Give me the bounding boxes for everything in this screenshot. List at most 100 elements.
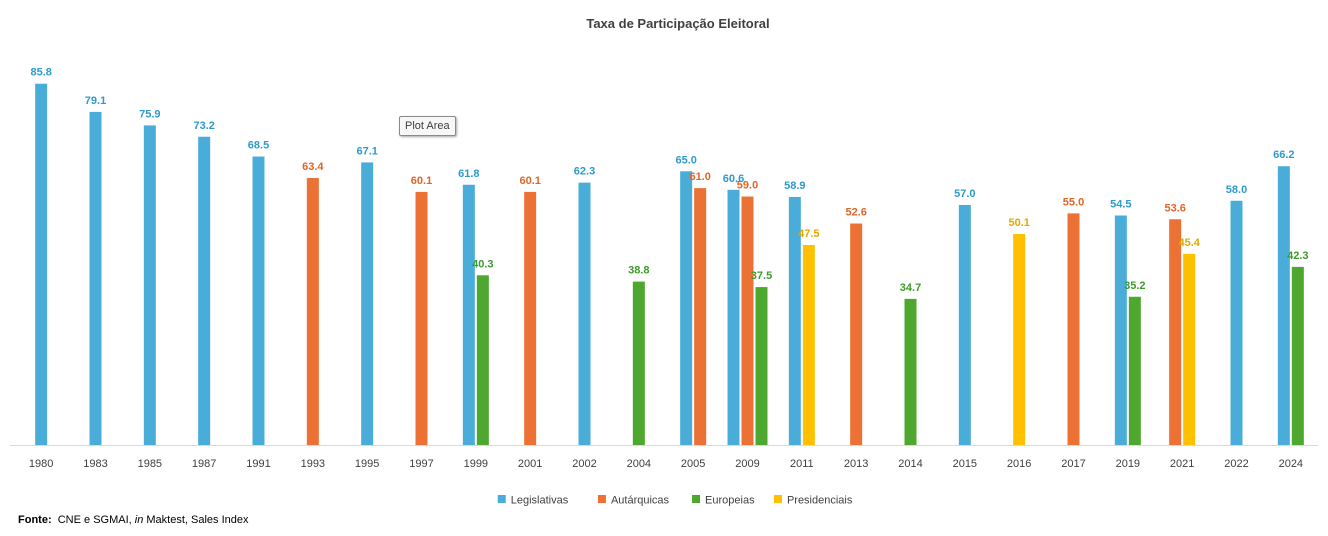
bar-legislativas-2005[interactable] <box>680 171 693 445</box>
data-label-autarquicas-2001: 60.1 <box>519 175 540 187</box>
source-italic: in <box>134 514 144 526</box>
data-label-legislativas-1999: 61.8 <box>458 168 479 180</box>
data-label-legislativas-1987: 73.2 <box>193 120 214 132</box>
bar-legislativas-1980[interactable] <box>35 83 48 445</box>
x-tick-1995: 1995 <box>355 458 379 470</box>
bar-legislativas-2024[interactable] <box>1277 166 1290 445</box>
bar-legislativas-2011[interactable] <box>788 196 801 445</box>
data-label-europeias-1999: 40.3 <box>472 258 493 270</box>
x-tick-2011: 2011 <box>790 458 814 470</box>
bar-legislativas-2015[interactable] <box>958 204 971 445</box>
legend-label-legislativas: Legislativas <box>511 495 569 507</box>
x-tick-2004: 2004 <box>627 458 651 470</box>
bar-europeias-2009[interactable] <box>755 287 768 445</box>
data-label-legislativas-2015: 57.0 <box>954 188 975 200</box>
legend-item-presidenciais[interactable]: Presidenciais <box>773 495 853 507</box>
x-tick-1985: 1985 <box>138 458 162 470</box>
x-tick-2013: 2013 <box>844 458 868 470</box>
x-tick-2001: 2001 <box>518 458 542 470</box>
source-text-after: Maktest, Sales Index <box>146 514 249 526</box>
data-label-legislativas-2011: 58.9 <box>784 180 805 192</box>
legend-item-europeias[interactable]: Europeias <box>692 495 755 507</box>
x-tick-2002: 2002 <box>572 458 596 470</box>
chart-title: Taxa de Participação Eleitoral <box>586 16 769 31</box>
data-label-autarquicas-1997: 60.1 <box>411 175 432 187</box>
x-tick-1999: 1999 <box>464 458 488 470</box>
bar-europeias-2004[interactable] <box>632 281 645 445</box>
data-label-europeias-2024: 42.3 <box>1287 250 1308 262</box>
x-tick-2021: 2021 <box>1170 458 1194 470</box>
bar-legislativas-2009[interactable] <box>727 189 740 445</box>
x-tick-1987: 1987 <box>192 458 216 470</box>
x-tick-2005: 2005 <box>681 458 705 470</box>
data-label-europeias-2019: 35.2 <box>1124 280 1145 292</box>
source-note: Fonte: CNE e SGMAI, in Maktest, Sales In… <box>18 514 249 526</box>
x-tick-2024: 2024 <box>1279 458 1303 470</box>
data-label-legislativas-1995: 67.1 <box>356 145 377 157</box>
data-label-presidenciais-2011: 47.5 <box>798 228 819 240</box>
bar-autarquicas-2001[interactable] <box>524 191 537 445</box>
data-label-legislativas-2024: 66.2 <box>1273 149 1294 161</box>
data-label-legislativas-2002: 62.3 <box>574 166 595 178</box>
data-label-presidenciais-2016: 50.1 <box>1008 217 1029 229</box>
data-label-legislativas-1985: 75.9 <box>139 108 160 120</box>
bar-autarquicas-1993[interactable] <box>306 178 319 445</box>
bar-legislativas-2002[interactable] <box>578 182 591 445</box>
data-label-europeias-2004: 38.8 <box>628 265 649 277</box>
data-label-legislativas-1991: 68.5 <box>248 140 269 152</box>
bar-europeias-2019[interactable] <box>1128 296 1141 445</box>
bar-autarquicas-2021[interactable] <box>1169 219 1182 445</box>
bar-europeias-2024[interactable] <box>1291 266 1304 445</box>
bar-legislativas-1999[interactable] <box>462 184 475 445</box>
bar-legislativas-1991[interactable] <box>252 156 265 446</box>
legend-swatch-autarquicas <box>597 495 606 503</box>
plot-area-tooltip: Plot Area <box>399 116 456 136</box>
bar-legislativas-1985[interactable] <box>143 125 156 445</box>
bar-legislativas-1987[interactable] <box>198 136 211 445</box>
legend-swatch-presidenciais <box>773 495 782 503</box>
data-label-europeias-2014: 34.7 <box>900 282 921 294</box>
data-label-legislativas-2019: 54.5 <box>1110 198 1131 210</box>
legend-label-europeias: Europeias <box>705 495 755 507</box>
data-label-legislativas-1983: 79.1 <box>85 95 106 107</box>
x-tick-2016: 2016 <box>1007 458 1031 470</box>
legend[interactable]: Legislativas Autárquicas Europeias Presiden… <box>497 495 853 507</box>
data-label-europeias-2009: 37.5 <box>751 270 772 282</box>
x-axis-ticks: 1980 1983 1985 1987 1991 1993 1995 1997 1999 2001… <box>29 458 1303 470</box>
x-tick-1991: 1991 <box>246 458 270 470</box>
data-labels-layer: 85.8 79.1 75.9 73.2 68.5 63.4 67.1 60.1 61.8 40.3… <box>30 67 1308 294</box>
legend-item-legislativas[interactable]: Legislativas <box>497 495 569 507</box>
x-tick-2019: 2019 <box>1116 458 1140 470</box>
x-tick-2022: 2022 <box>1224 458 1248 470</box>
data-label-legislativas-2022: 58.0 <box>1226 184 1247 196</box>
x-tick-1983: 1983 <box>83 458 107 470</box>
bar-legislativas-1983[interactable] <box>89 111 102 446</box>
bar-autarquicas-2013[interactable] <box>850 223 863 446</box>
bar-europeias-1999[interactable] <box>476 275 489 445</box>
bar-legislativas-2022[interactable] <box>1230 200 1243 445</box>
bar-autarquicas-1997[interactable] <box>415 191 428 445</box>
data-label-legislativas-2009: 60.6 <box>723 173 744 185</box>
legend-item-autarquicas[interactable]: Autárquicas <box>597 495 670 507</box>
legend-label-autarquicas: Autárquicas <box>611 495 670 507</box>
bar-autarquicas-2005[interactable] <box>694 188 707 445</box>
data-label-autarquicas-2005: 61.0 <box>689 171 710 183</box>
bar-presidenciais-2021[interactable] <box>1183 253 1196 445</box>
bar-legislativas-1995[interactable] <box>361 162 374 445</box>
data-label-autarquicas-2021: 53.6 <box>1164 202 1185 214</box>
bar-legislativas-2019[interactable] <box>1114 215 1127 445</box>
bar-autarquicas-2017[interactable] <box>1067 213 1080 445</box>
bar-presidenciais-2016[interactable] <box>1013 234 1026 445</box>
x-tick-1993: 1993 <box>301 458 325 470</box>
data-label-presidenciais-2021: 45.4 <box>1178 237 1200 249</box>
source-text-before: CNE e SGMAI, <box>57 514 132 526</box>
bar-europeias-2014[interactable] <box>904 298 917 445</box>
data-label-autarquicas-2009: 59.0 <box>737 180 758 192</box>
bar-autarquicas-2009[interactable] <box>741 196 754 445</box>
data-label-autarquicas-1993: 63.4 <box>302 161 324 173</box>
x-tick-2015: 2015 <box>953 458 977 470</box>
data-label-legislativas-2005: 65.0 <box>675 154 696 166</box>
bar-presidenciais-2011[interactable] <box>802 244 815 445</box>
x-tick-1997: 1997 <box>409 458 433 470</box>
